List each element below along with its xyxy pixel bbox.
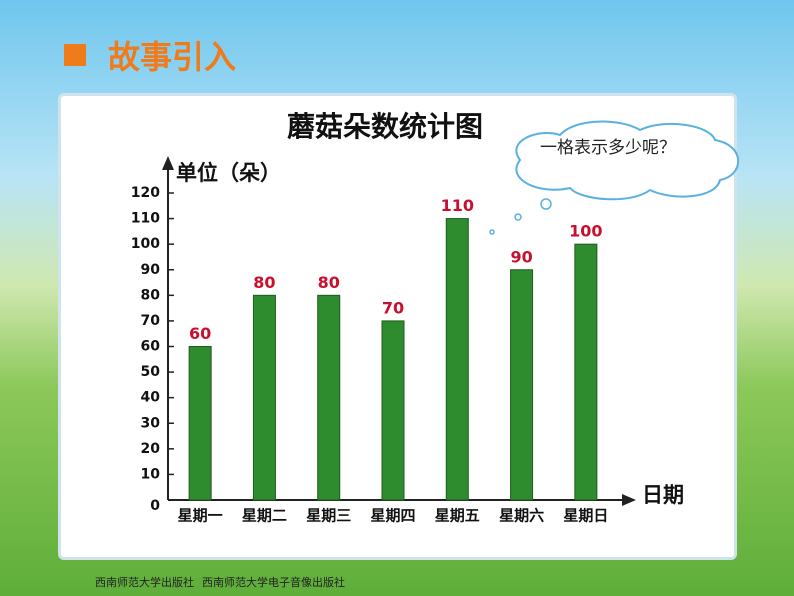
y-axis-label: 单位（朵） <box>176 161 281 185</box>
bar <box>252 294 276 501</box>
publisher: 西南师范大学出版社 <box>95 576 194 589</box>
value-label: 80 <box>318 273 340 292</box>
y-tick-label: 50 <box>141 364 161 380</box>
y-tick-label: 20 <box>141 441 161 457</box>
chart-title: 蘑菇朵数统计图 <box>287 110 483 143</box>
y-tick-label: 60 <box>141 339 161 355</box>
thought-bubble <box>515 120 740 201</box>
footer: 西南师范大学出版社 西南师范大学电子音像出版社 <box>95 574 353 590</box>
bar <box>381 320 405 501</box>
y-tick-label: 10 <box>141 466 161 482</box>
y-tick-label: 120 <box>131 185 160 201</box>
bar <box>510 269 534 501</box>
bullet <box>64 44 86 66</box>
y-tick-label: 70 <box>141 313 161 329</box>
y-axis-arrow <box>162 156 174 170</box>
bar <box>317 294 341 501</box>
bubble-dot <box>489 229 495 235</box>
x-tick-label: 星期一 <box>178 507 223 525</box>
x-axis-label: 日期 <box>642 483 684 507</box>
bar <box>445 218 469 501</box>
x-tick-label: 星期二 <box>242 507 287 525</box>
x-tick-label: 星期四 <box>370 507 415 525</box>
y-tick-label: 40 <box>141 390 161 406</box>
bar <box>574 243 598 501</box>
value-label: 70 <box>382 298 404 317</box>
y-tick-label: 100 <box>131 236 160 252</box>
header: 故事引入 <box>64 32 236 78</box>
x-tick-label: 星期五 <box>435 507 480 525</box>
value-label: 90 <box>510 247 532 266</box>
y-tick-label: 90 <box>141 262 161 278</box>
x-tick-label: 星期三 <box>306 507 351 525</box>
bubble-dot <box>514 213 522 221</box>
y-tick-label: 0 <box>150 498 160 514</box>
y-tick-label: 80 <box>141 287 161 303</box>
y-tick-label: 30 <box>141 415 161 431</box>
annotation: 一格表示多少呢？ <box>540 138 676 158</box>
header-title: 故事引入 <box>108 38 237 76</box>
bubble-dot <box>540 198 552 210</box>
value-label: 100 <box>569 222 602 241</box>
value-label: 110 <box>441 196 474 215</box>
x-axis-arrow <box>622 494 636 506</box>
value-label: 80 <box>253 273 275 292</box>
value-label: 60 <box>189 324 211 343</box>
x-tick-label: 星期六 <box>499 507 544 525</box>
publisher: 西南师范大学电子音像出版社 <box>202 576 345 589</box>
y-tick-label: 110 <box>131 211 160 227</box>
bar <box>188 346 212 501</box>
x-tick-label: 星期日 <box>563 507 608 525</box>
